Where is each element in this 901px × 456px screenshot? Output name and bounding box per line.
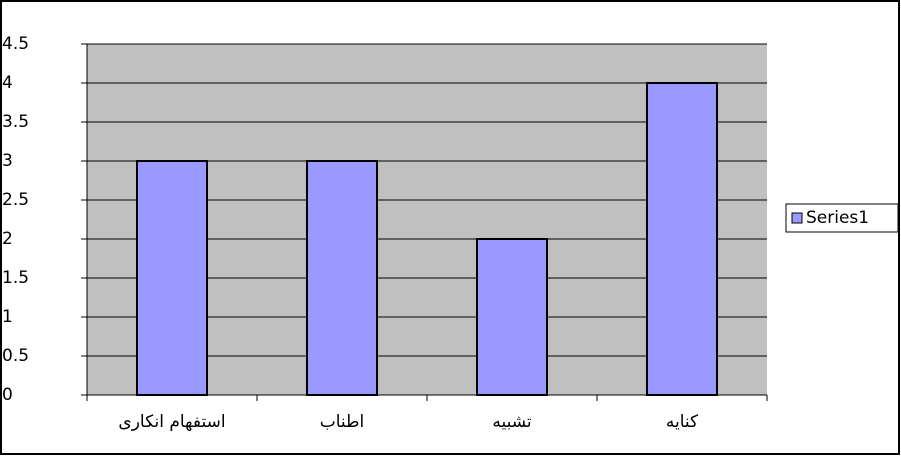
y-tick-label: 3.5: [2, 112, 29, 132]
x-tick-label: اطناب: [320, 412, 365, 432]
page: 0 0.5 1 1.5 2 2.5 3 3.5 4 4.5 استفهام انکاری اطناب ت…: [0, 0, 901, 456]
y-tick-label: 0: [2, 385, 13, 405]
y-tick-label: 2.5: [2, 190, 29, 210]
y-tick-label: 4: [2, 73, 13, 93]
bar: [137, 161, 207, 395]
y-tick-label: 1: [2, 307, 13, 327]
legend-label: Series1: [806, 208, 869, 228]
y-tick-label: 2: [2, 229, 13, 249]
x-tick-label: تشبیه: [492, 412, 532, 432]
bar: [477, 239, 547, 395]
x-tick-label: استفهام انکاری: [118, 412, 225, 432]
x-tick-label: کنایه: [666, 412, 699, 432]
chart: 0 0.5 1 1.5 2 2.5 3 3.5 4 4.5 استفهام انکاری اطناب ت…: [0, 0, 901, 456]
y-tick-label: 1.5: [2, 268, 29, 288]
y-tick-label: 4.5: [2, 34, 29, 54]
y-tick-label: 3: [2, 151, 13, 171]
bar: [307, 161, 377, 395]
bar: [647, 83, 717, 395]
legend-swatch: [792, 213, 802, 223]
y-tick-label: 0.5: [2, 346, 29, 366]
